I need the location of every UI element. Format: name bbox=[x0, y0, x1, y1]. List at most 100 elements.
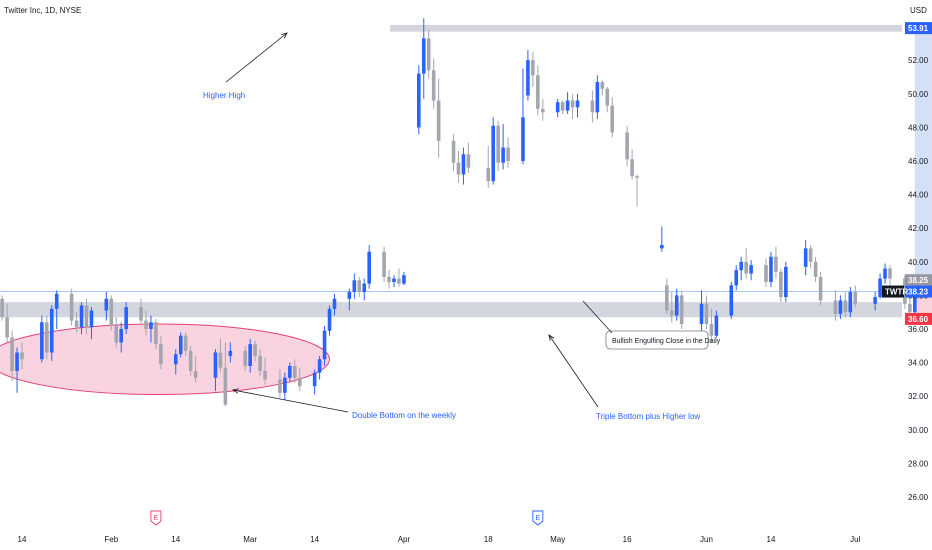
earnings-shape bbox=[150, 510, 162, 526]
candle-body bbox=[45, 322, 49, 353]
candle-body bbox=[421, 38, 426, 74]
candle bbox=[734, 265, 739, 291]
candle bbox=[769, 251, 773, 287]
candle-body bbox=[104, 298, 109, 311]
candle bbox=[144, 310, 148, 336]
x-tick-label: Apr bbox=[398, 535, 411, 544]
candle bbox=[288, 362, 292, 382]
candle-body bbox=[555, 102, 560, 113]
candle-body bbox=[327, 308, 332, 331]
target-price-tag-bg bbox=[905, 22, 932, 35]
candle bbox=[193, 355, 198, 383]
currency-label: USD bbox=[910, 6, 927, 15]
candle-body bbox=[79, 305, 84, 328]
candle bbox=[838, 295, 843, 319]
candle bbox=[605, 87, 610, 113]
candle-body bbox=[739, 261, 743, 271]
candle bbox=[297, 367, 302, 392]
candles-layer bbox=[0, 18, 917, 407]
candle-body bbox=[119, 329, 123, 343]
candle-body bbox=[263, 371, 267, 380]
candle-body bbox=[352, 280, 357, 293]
candle-body bbox=[774, 256, 778, 272]
candle-body bbox=[159, 344, 163, 365]
candle-body bbox=[114, 325, 119, 343]
candle bbox=[496, 120, 500, 172]
candle bbox=[784, 261, 788, 303]
candle-body bbox=[883, 268, 887, 279]
candle bbox=[729, 281, 734, 319]
earnings-icon: E bbox=[532, 510, 544, 526]
candle bbox=[213, 349, 218, 392]
candle bbox=[253, 340, 257, 361]
candle-body bbox=[347, 292, 352, 299]
candle-body bbox=[749, 265, 753, 274]
candle-body bbox=[873, 297, 877, 304]
candle-body bbox=[531, 60, 535, 76]
candle-body bbox=[808, 248, 813, 262]
candle bbox=[367, 245, 371, 289]
candle-body bbox=[560, 102, 565, 111]
candle bbox=[139, 298, 143, 326]
candle bbox=[878, 273, 882, 299]
candle bbox=[456, 150, 461, 183]
candle-body bbox=[436, 100, 441, 141]
candle bbox=[357, 276, 362, 298]
candle-body bbox=[803, 248, 808, 267]
earnings-letter: E bbox=[536, 515, 541, 522]
candle bbox=[486, 145, 491, 188]
candle bbox=[278, 369, 282, 398]
x-tick-label: 16 bbox=[623, 535, 632, 544]
y-tick-label: 30.00 bbox=[908, 426, 929, 435]
candle-body bbox=[565, 100, 570, 111]
candle-body bbox=[5, 317, 9, 338]
target-zone bbox=[914, 28, 932, 292]
candle bbox=[665, 278, 669, 314]
double-bottom-ellipse-layer bbox=[0, 323, 330, 396]
earnings-icon: E bbox=[150, 510, 162, 526]
candle-body bbox=[660, 245, 664, 249]
candle bbox=[45, 315, 49, 360]
candle bbox=[362, 278, 367, 301]
candle-body bbox=[109, 298, 114, 326]
candle bbox=[560, 100, 565, 114]
candle-body bbox=[466, 154, 471, 168]
candle bbox=[417, 65, 421, 135]
candle-body bbox=[15, 352, 19, 371]
candle bbox=[595, 75, 600, 119]
candle bbox=[228, 342, 233, 363]
candle bbox=[669, 292, 674, 323]
candle bbox=[49, 305, 54, 361]
candle bbox=[704, 295, 709, 329]
candle bbox=[833, 290, 838, 321]
arrow-triple-bottom bbox=[548, 334, 599, 408]
candle-body bbox=[496, 125, 500, 163]
candle bbox=[739, 256, 743, 281]
engulfing-callout-box bbox=[605, 330, 709, 350]
candle-body bbox=[729, 285, 734, 316]
candle bbox=[119, 322, 123, 353]
y-tick-label: 48.00 bbox=[908, 123, 929, 132]
candle bbox=[154, 318, 158, 350]
candle-body bbox=[744, 261, 748, 274]
candle bbox=[0, 295, 4, 321]
candle bbox=[610, 97, 615, 138]
candle bbox=[114, 317, 119, 348]
candle bbox=[89, 307, 94, 340]
candle-body bbox=[506, 147, 510, 161]
candle-body bbox=[178, 335, 183, 355]
y-tick-label: 32.00 bbox=[908, 392, 929, 401]
candle bbox=[431, 58, 436, 109]
candle-body bbox=[878, 278, 882, 298]
y-tick-label: 40.00 bbox=[908, 258, 929, 267]
candle bbox=[749, 260, 753, 281]
candle bbox=[883, 263, 887, 284]
candle-body bbox=[605, 88, 610, 106]
annotation-triple-bottom: Triple Bottom plus Higher low bbox=[596, 412, 700, 421]
candle-body bbox=[417, 73, 421, 128]
candle-body bbox=[501, 147, 505, 163]
annotations-layer: Higher High Double Bottom on the weekly Tr… bbox=[203, 32, 721, 421]
candle-body bbox=[283, 377, 287, 393]
candle-body bbox=[149, 322, 153, 329]
